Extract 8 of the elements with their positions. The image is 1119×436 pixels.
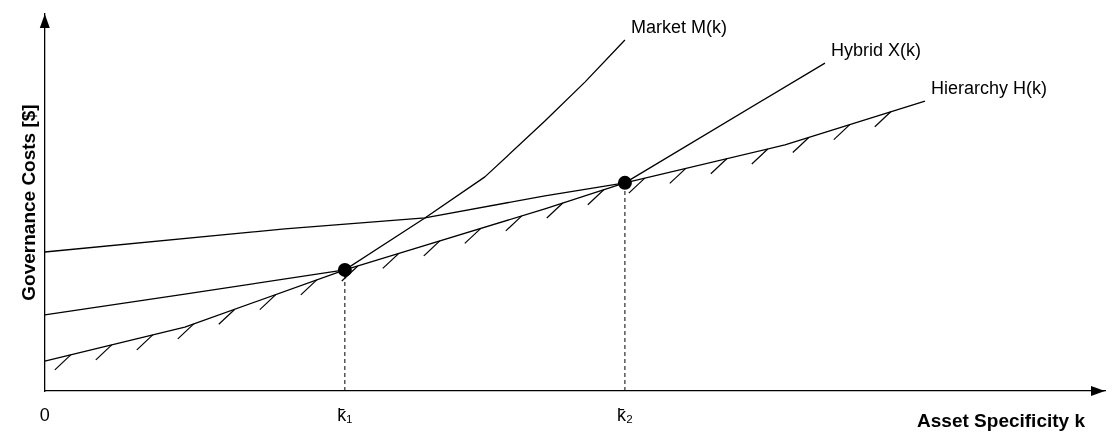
y-axis-title: Governance Costs [$] xyxy=(17,104,39,301)
series-label: Hybrid X(k) xyxy=(830,40,921,61)
x-tick-label: 0 xyxy=(39,404,50,425)
x-axis-title: Asset Specificity k xyxy=(917,410,1086,431)
series-label: Market M(k) xyxy=(630,16,727,37)
x-tick-label: k̄₁ xyxy=(337,404,353,425)
series-label: Hierarchy H(k) xyxy=(930,78,1047,99)
x-tick-label: k̄₂ xyxy=(616,404,633,425)
